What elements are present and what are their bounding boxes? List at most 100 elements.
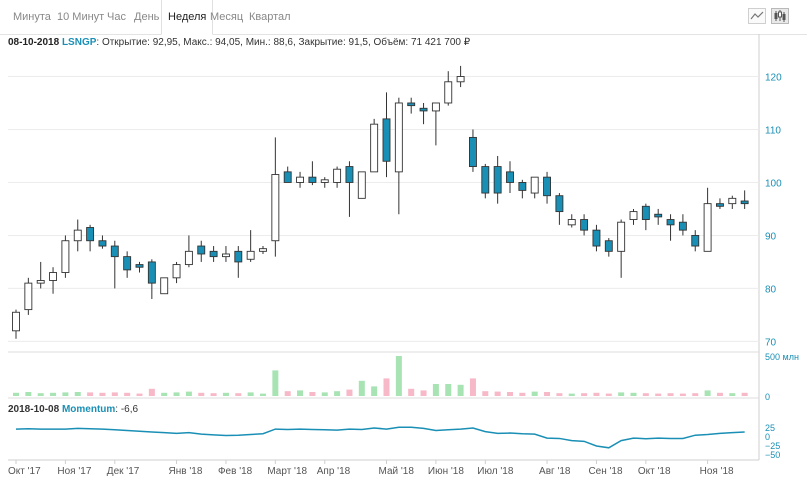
volume-bar bbox=[667, 393, 674, 396]
volume-bar bbox=[161, 392, 168, 396]
volume-bar bbox=[531, 391, 538, 396]
x-tick-label: Ноя '18 bbox=[700, 466, 734, 477]
candle-body bbox=[716, 203, 724, 207]
volume-bar bbox=[99, 392, 106, 396]
candle-body bbox=[333, 168, 342, 183]
candle-body bbox=[320, 179, 329, 183]
volume-bar bbox=[568, 393, 575, 396]
volume-tick-label: 0 bbox=[765, 392, 770, 402]
volume-bar bbox=[50, 392, 57, 396]
x-tick-label: Ноя '17 bbox=[57, 466, 91, 477]
tab-hour[interactable]: Час bbox=[107, 11, 126, 23]
volume-bar bbox=[247, 392, 254, 396]
volume-bar bbox=[432, 384, 439, 396]
x-tick-label: Янв '18 bbox=[169, 466, 203, 477]
volume-bar bbox=[729, 393, 736, 396]
candlestick-glyph bbox=[774, 10, 786, 22]
candle-body bbox=[629, 211, 638, 220]
volume-bar bbox=[655, 393, 662, 396]
x-tick-label: Март '18 bbox=[267, 466, 307, 477]
candle-body bbox=[184, 250, 193, 266]
volume-bar bbox=[87, 392, 94, 396]
price-tick-label: 80 bbox=[765, 284, 777, 295]
volume-bar bbox=[544, 392, 551, 396]
volume-bar bbox=[334, 391, 341, 396]
momentum-name: Momentum bbox=[61, 404, 116, 415]
x-tick-label: Сен '18 bbox=[588, 466, 623, 477]
volume-bar bbox=[346, 389, 353, 396]
candle-body bbox=[394, 102, 403, 173]
candle-body bbox=[543, 176, 551, 197]
candle-body bbox=[234, 250, 243, 263]
candle-body bbox=[123, 256, 132, 271]
volume-bar bbox=[679, 393, 686, 396]
volume-bar bbox=[408, 388, 415, 396]
candle-body bbox=[308, 176, 317, 183]
volume-bar bbox=[136, 393, 143, 396]
candle-body bbox=[555, 195, 564, 213]
x-tick-label: Авг '18 bbox=[539, 466, 571, 477]
volume-bar bbox=[593, 392, 600, 396]
candle-body bbox=[481, 166, 490, 194]
tab-10-minutes[interactable]: 10 Минут bbox=[57, 11, 105, 23]
tab-week[interactable]: Неделя bbox=[161, 0, 214, 35]
volume-bar bbox=[469, 378, 476, 396]
tab-quarter[interactable]: Квартал bbox=[249, 11, 291, 23]
volume-bar bbox=[222, 392, 229, 396]
candle-body bbox=[431, 102, 440, 112]
candle-body bbox=[271, 174, 280, 242]
candle-body bbox=[197, 245, 206, 255]
candle-body bbox=[160, 277, 169, 295]
candlestick-chart-icon[interactable] bbox=[771, 8, 789, 24]
candle-body bbox=[283, 171, 292, 183]
volume-bar bbox=[148, 388, 155, 396]
volume-bar bbox=[284, 391, 291, 396]
candle-body bbox=[641, 205, 650, 220]
volume-bar bbox=[272, 370, 279, 396]
candle-body bbox=[345, 166, 354, 183]
momentum-tick-label: 0 bbox=[765, 432, 770, 442]
volume-bar bbox=[37, 393, 44, 396]
tab-day[interactable]: День bbox=[134, 11, 160, 23]
volume-bar bbox=[260, 393, 266, 396]
x-tick-label: Июн '18 bbox=[428, 466, 464, 477]
info-values: : Открытие: 92,95, Макс.: 94,05, Мин.: 8… bbox=[96, 37, 471, 48]
momentum-tick-label: −50 bbox=[765, 450, 780, 460]
momentum-tick-label: 25 bbox=[765, 423, 775, 433]
volume-bar bbox=[13, 392, 19, 396]
candle-body bbox=[567, 219, 576, 226]
line-chart-icon[interactable] bbox=[748, 8, 766, 24]
volume-bar bbox=[111, 392, 118, 396]
volume-bar bbox=[309, 392, 316, 396]
candle-body bbox=[382, 118, 391, 162]
tab-month[interactable]: Месяц bbox=[210, 11, 244, 23]
momentum-date: 2018-10-08 bbox=[8, 404, 60, 415]
candle-body bbox=[24, 282, 33, 311]
volume-bar bbox=[704, 390, 711, 396]
volume-bar bbox=[25, 392, 32, 396]
candle-body bbox=[147, 261, 156, 284]
volume-tick-label: 500 млн bbox=[765, 352, 799, 362]
x-tick-label: Июл '18 bbox=[477, 466, 514, 477]
volume-bar bbox=[358, 380, 365, 396]
ohlc-info-line: 08-10-2018 LSNGP: Открытие: 92,95, Макс.… bbox=[8, 37, 470, 48]
candle-body bbox=[36, 280, 45, 284]
candle-body bbox=[666, 219, 675, 226]
candle-body bbox=[209, 250, 218, 258]
candle-body bbox=[357, 171, 366, 199]
momentum-info-line: 2018-10-08 Momentum: -6,6 bbox=[8, 404, 138, 415]
candle-body bbox=[617, 221, 626, 252]
volume-bar bbox=[642, 393, 649, 396]
candle-body bbox=[518, 182, 527, 191]
candle-body bbox=[370, 123, 379, 173]
volume-bar bbox=[62, 392, 69, 396]
volume-bar bbox=[297, 390, 304, 396]
candle-body bbox=[530, 176, 539, 194]
volume-bar bbox=[618, 392, 625, 396]
x-tick-label: Май '18 bbox=[379, 466, 415, 477]
volume-bar bbox=[556, 393, 563, 396]
candle-body bbox=[419, 107, 428, 112]
candle-body bbox=[703, 203, 712, 252]
line-chart-glyph bbox=[750, 11, 764, 20]
tab-minute[interactable]: Минута bbox=[13, 11, 51, 23]
